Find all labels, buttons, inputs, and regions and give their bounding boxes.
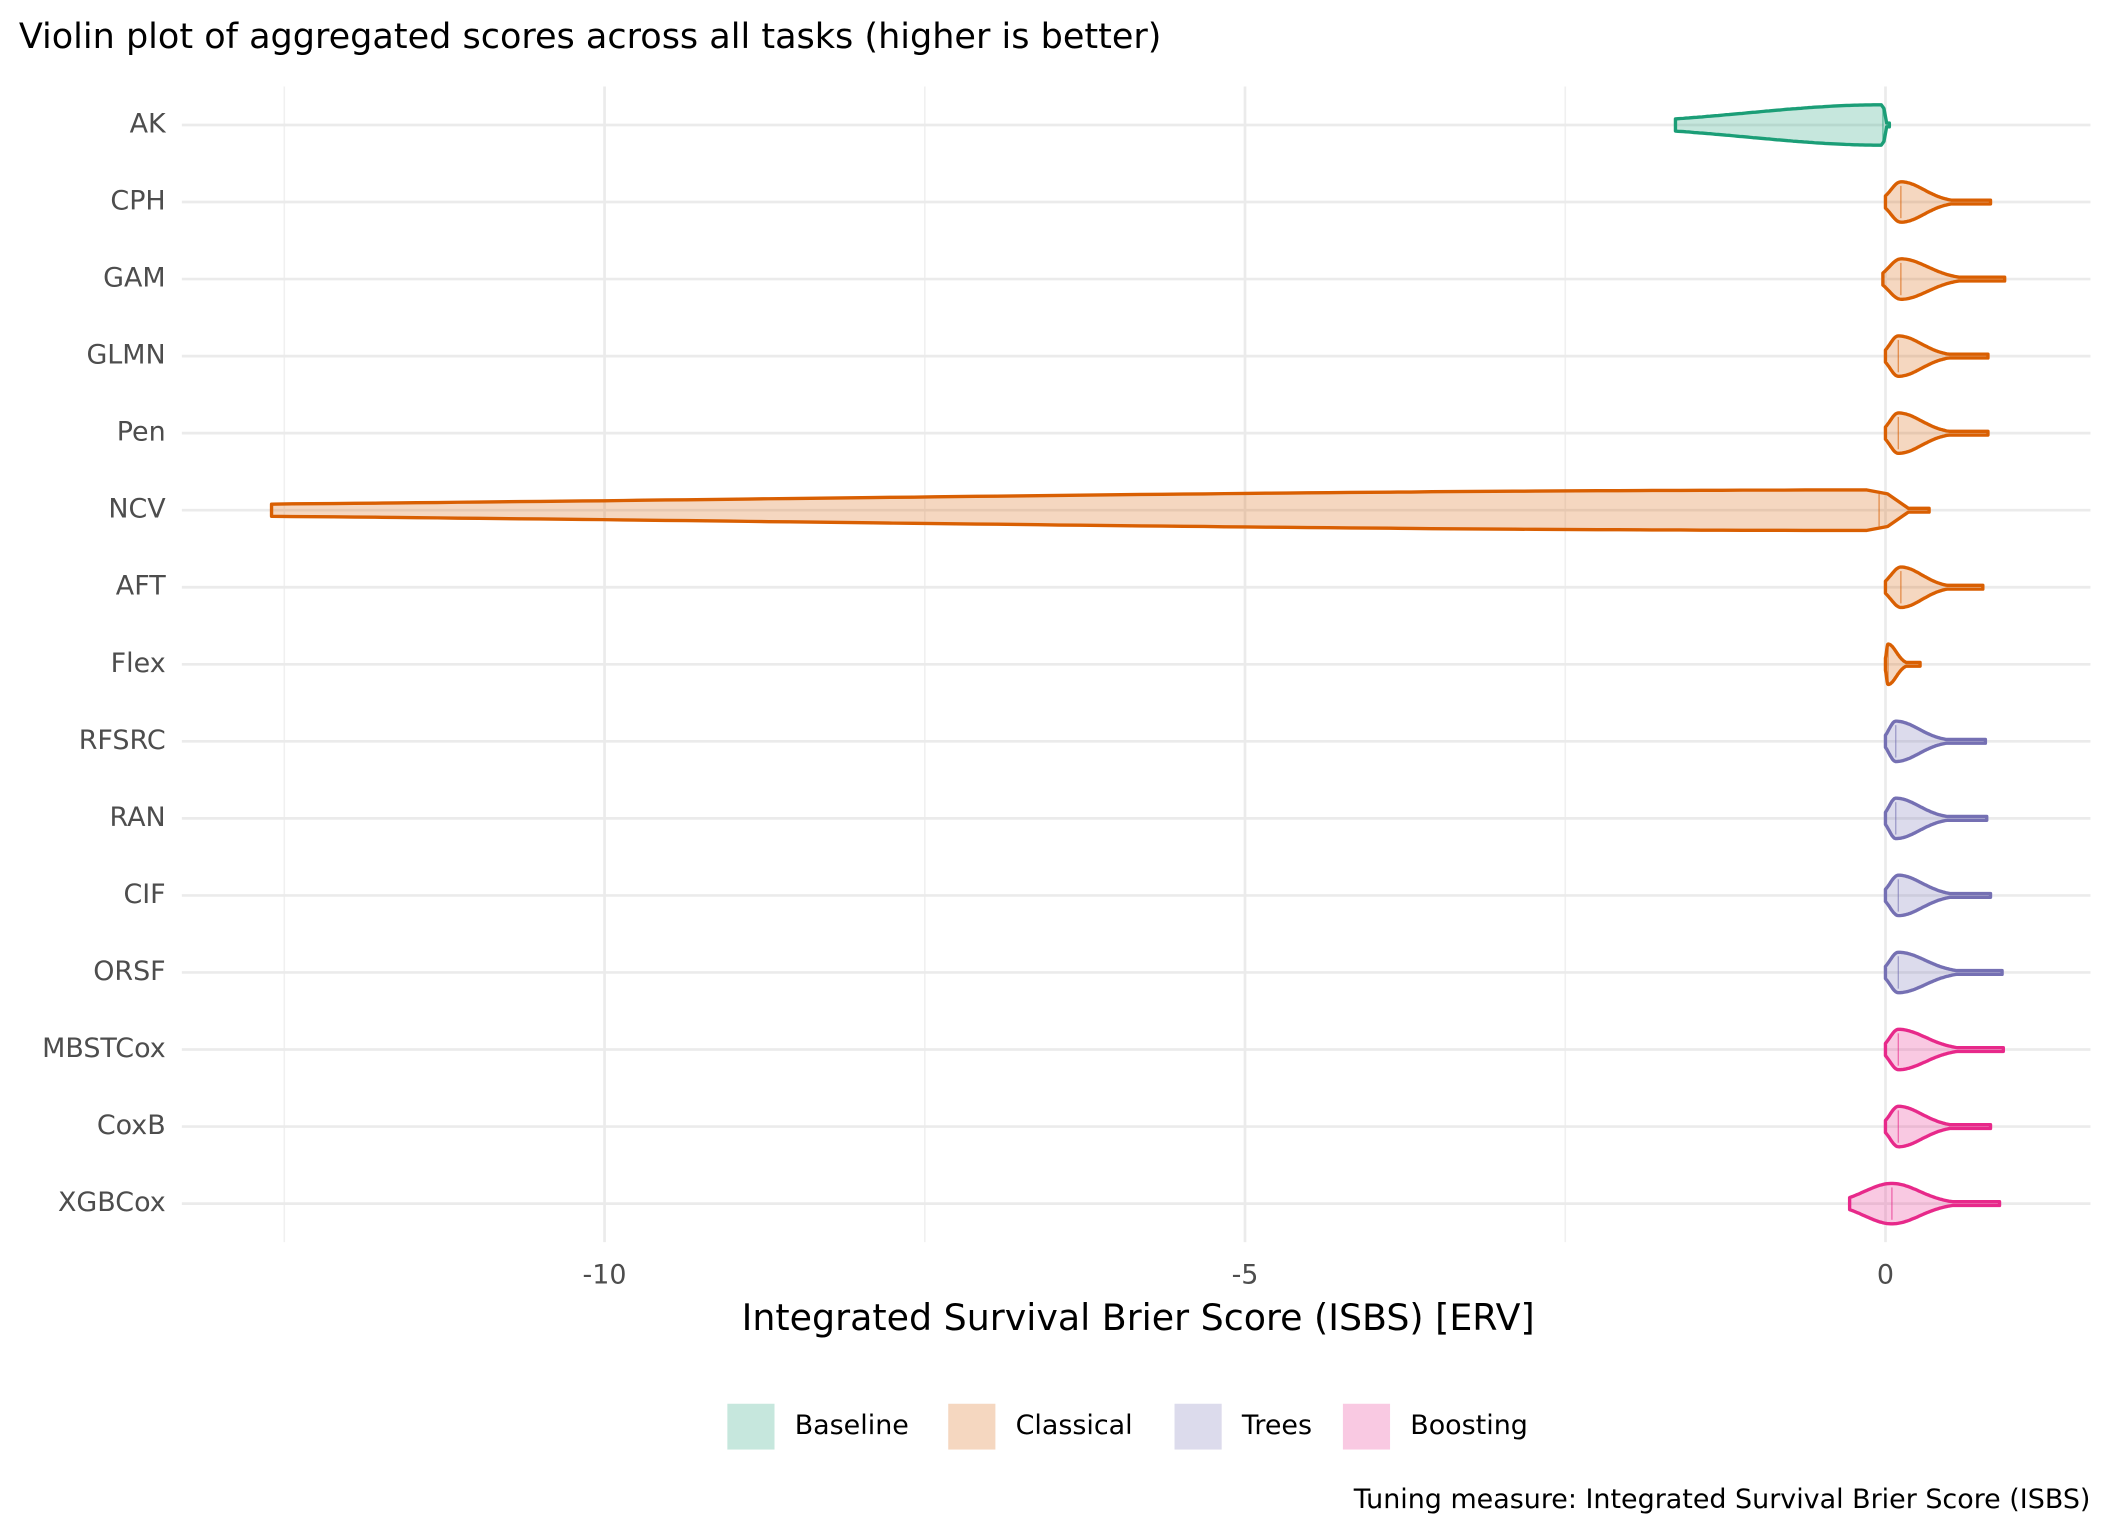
legend-label: Trees — [1241, 1410, 1312, 1441]
y-tick-label: AK — [130, 108, 167, 139]
y-tick-label: RFSRC — [79, 725, 166, 756]
legend-label: Classical — [1016, 1410, 1133, 1441]
legend-key — [1342, 1403, 1391, 1450]
violin — [1883, 180, 1993, 224]
violin — [269, 488, 1931, 533]
legend-label: Boosting — [1410, 1410, 1528, 1441]
violin — [1883, 565, 1985, 610]
y-tick-label: XGBCox — [58, 1187, 166, 1218]
y-tick-label: ORSF — [93, 956, 165, 987]
x-tick-label: -5 — [1232, 1259, 1259, 1290]
violin — [1883, 796, 1989, 841]
legend-key — [948, 1403, 996, 1450]
y-tick-label: NCV — [108, 494, 166, 525]
legend-key — [727, 1403, 775, 1450]
y-tick-label: CIF — [123, 879, 165, 910]
legend-key — [1174, 1403, 1222, 1450]
violin — [1883, 950, 2004, 995]
y-tick-label: Pen — [117, 417, 166, 448]
chart-title: Violin plot of aggregated scores across … — [19, 16, 1162, 57]
violin — [1881, 257, 2007, 301]
y-tick-label: Flex — [111, 648, 166, 679]
x-axis-title: Integrated Survival Brier Score (ISBS) [… — [742, 1296, 1535, 1339]
violin — [1883, 1027, 2005, 1072]
violin — [1847, 1181, 2002, 1226]
violin — [1883, 1104, 1993, 1149]
legend-label: Baseline — [795, 1410, 909, 1441]
x-tick-label: 0 — [1877, 1259, 1894, 1290]
x-tick-label: -10 — [583, 1259, 627, 1290]
y-tick-label: CPH — [110, 186, 165, 217]
y-tick-label: GAM — [103, 263, 166, 294]
violin — [1673, 103, 1892, 147]
violin — [1883, 642, 1922, 687]
y-tick-label: RAN — [110, 802, 166, 833]
y-tick-label: MBSTCox — [42, 1033, 166, 1064]
y-tick-label: CoxB — [97, 1110, 166, 1141]
y-tick-label: GLMN — [86, 340, 165, 371]
y-tick-label: AFT — [116, 571, 166, 602]
violin — [1883, 411, 1990, 456]
violin — [1883, 873, 1993, 918]
violin — [1883, 334, 1990, 378]
caption: Tuning measure: Integrated Survival Brie… — [1353, 1484, 2091, 1515]
violin — [1883, 719, 1988, 764]
